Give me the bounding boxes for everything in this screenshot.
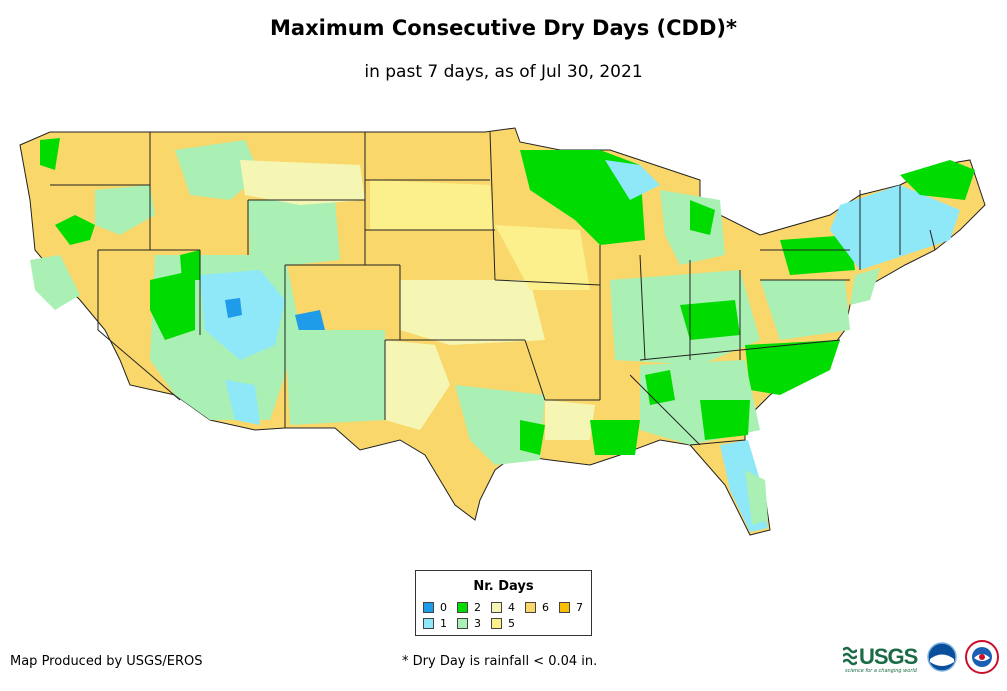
region-2days — [680, 300, 740, 340]
region-4days — [400, 280, 545, 345]
region-3days — [30, 255, 80, 310]
legend-label: 2 — [474, 601, 481, 614]
dry-day-footnote: * Dry Day is rainfall < 0.04 in. — [402, 654, 598, 669]
region-1day — [200, 270, 285, 360]
cdd-regions — [30, 138, 975, 532]
region-2days — [690, 200, 715, 235]
region-3days — [745, 470, 768, 525]
legend-swatch — [559, 602, 570, 613]
region-1day — [225, 380, 260, 425]
legend-swatch — [457, 602, 468, 613]
usgs-tagline: science for a changing world — [845, 668, 917, 674]
map-subtitle: in past 7 days, as of Jul 30, 2021 — [364, 62, 643, 82]
region-5days — [495, 225, 590, 290]
region-2days — [700, 400, 750, 440]
region-5days — [370, 180, 495, 230]
legend-label: 6 — [542, 601, 549, 614]
region-3days — [95, 185, 155, 235]
region-4days — [240, 160, 365, 205]
usgs-logo: USGS — [859, 644, 918, 669]
legend-item-6: 6 — [525, 601, 549, 614]
legend-label: 7 — [576, 601, 583, 614]
legend-item-3: 3 — [457, 617, 481, 630]
usgs-wave-icon — [843, 646, 857, 666]
region-4days — [545, 400, 595, 440]
us-cdd-map — [19, 127, 986, 536]
region-2days — [40, 138, 60, 170]
legend-item-7: 7 — [559, 601, 583, 614]
map-legend: Nr. Days 0 1 2 3 4 5 6 — [415, 570, 592, 636]
legend-swatch — [423, 618, 434, 629]
legend-title: Nr. Days — [473, 579, 534, 594]
region-3days — [248, 200, 340, 265]
legend-item-1: 1 — [423, 617, 447, 630]
legend-item-2: 2 — [457, 601, 481, 614]
agency-logos: USGS science for a changing world — [843, 640, 1003, 680]
region-2days — [900, 160, 975, 200]
region-2days — [180, 250, 200, 280]
legend-item-4: 4 — [491, 601, 515, 614]
legend-label: 1 — [440, 617, 447, 630]
legend-item-0: 0 — [423, 601, 447, 614]
region-3days — [285, 330, 385, 425]
noaa-logo-icon — [927, 642, 957, 672]
region-2days — [745, 340, 840, 395]
region-3days — [850, 268, 880, 305]
region-2days — [520, 420, 545, 455]
map-credit: Map Produced by USGS/EROS — [10, 654, 203, 669]
legend-grid: 0 1 2 3 4 5 6 7 — [423, 601, 593, 637]
legend-swatch — [491, 618, 502, 629]
region-2days — [150, 270, 195, 340]
legend-swatch — [525, 602, 536, 613]
region-3days — [760, 280, 850, 340]
region-4days — [385, 340, 450, 430]
region-1day — [605, 160, 660, 200]
legend-label: 0 — [440, 601, 447, 614]
region-1day — [830, 185, 960, 270]
legend-swatch — [457, 618, 468, 629]
region-2days — [55, 215, 95, 245]
nws-logo-icon — [965, 640, 999, 674]
region-2days — [780, 235, 855, 275]
region-0days — [225, 298, 242, 318]
state-borders — [50, 131, 936, 446]
legend-label: 3 — [474, 617, 481, 630]
legend-swatch — [491, 602, 502, 613]
region-2days — [590, 420, 640, 455]
region-0days — [295, 310, 325, 335]
legend-item-5: 5 — [491, 617, 515, 630]
region-3days — [175, 140, 260, 200]
legend-label: 5 — [508, 617, 515, 630]
region-2days — [645, 370, 675, 405]
legend-label: 4 — [508, 601, 515, 614]
legend-swatch — [423, 602, 434, 613]
map-title: Maximum Consecutive Dry Days (CDD)* — [270, 16, 737, 40]
